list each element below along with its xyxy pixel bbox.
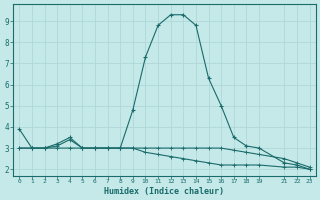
- X-axis label: Humidex (Indice chaleur): Humidex (Indice chaleur): [104, 187, 224, 196]
